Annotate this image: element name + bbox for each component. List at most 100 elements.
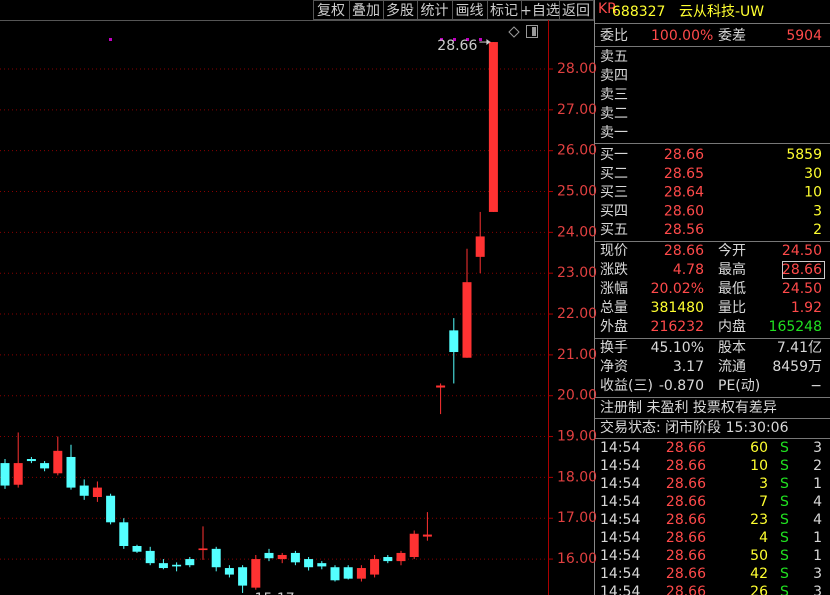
- trade-side: S: [780, 476, 789, 492]
- signal-dots: [109, 38, 482, 41]
- dot: [109, 38, 112, 41]
- candle-body: [66, 456, 76, 488]
- label: 换手: [600, 339, 628, 356]
- value: 24.50: [782, 243, 822, 259]
- toolbar-label: 画线: [456, 3, 484, 19]
- y-tick-label: 20.00: [557, 388, 597, 404]
- trade-side: S: [780, 548, 789, 564]
- label: 最高: [718, 261, 746, 278]
- candle-body: [132, 545, 142, 552]
- candle-body: [79, 485, 89, 496]
- label: 外盘: [600, 318, 628, 335]
- candle-body: [462, 282, 472, 358]
- trade-count: 3: [813, 440, 822, 456]
- value: 20.02%: [651, 281, 704, 297]
- dot: [479, 38, 482, 41]
- trade-price: 28.66: [666, 458, 706, 474]
- candle-body: [40, 463, 50, 469]
- trade-volume: 50: [750, 548, 768, 564]
- value: 8459万: [772, 359, 822, 375]
- trade-side: S: [780, 458, 789, 474]
- label: 量比: [718, 300, 746, 316]
- bid-volume: 5859: [786, 147, 822, 163]
- candle-body: [145, 550, 155, 564]
- label: 现价: [600, 243, 628, 259]
- y-tick-label: 26.00: [557, 143, 597, 159]
- label: 内盘: [718, 318, 746, 335]
- y-tick-label: 27.00: [557, 102, 597, 118]
- candle-body: [330, 567, 340, 581]
- window-icon[interactable]: [526, 25, 538, 38]
- label: 委比: [600, 28, 628, 44]
- dot: [466, 38, 469, 41]
- trade-side: S: [780, 440, 789, 456]
- bid-label: 买五: [600, 222, 628, 238]
- diamond-icon[interactable]: [508, 26, 520, 38]
- high-box: [782, 261, 825, 279]
- trade-count: 3: [813, 566, 822, 582]
- y-tick-label: 21.00: [557, 347, 597, 363]
- trade-time: 14:54: [600, 440, 640, 456]
- trade-count: 1: [813, 476, 822, 492]
- label: 净资: [600, 359, 628, 375]
- trade-count: 1: [813, 530, 822, 546]
- trade-time: 14:54: [600, 458, 640, 474]
- value: 3.17: [673, 359, 704, 375]
- candle-body: [370, 559, 380, 575]
- y-tick-label: 16.00: [557, 551, 597, 567]
- toolbar-label: 标记: [490, 3, 518, 19]
- y-tick-label: 25.00: [557, 184, 597, 200]
- bid-label: 买三: [600, 185, 628, 201]
- candle-body: [475, 236, 485, 257]
- candle-body: [356, 568, 366, 579]
- trade-count: 3: [813, 584, 822, 595]
- toolbar-label: +自选: [520, 3, 560, 19]
- y-tick-label: 19.00: [557, 429, 597, 445]
- value: 24.50: [782, 281, 822, 297]
- trade-time: 14:54: [600, 512, 640, 528]
- candle-body: [198, 548, 208, 551]
- label: 收益(三): [600, 378, 653, 394]
- trade-volume: 42: [750, 566, 768, 582]
- bid-price: 28.60: [664, 203, 704, 219]
- value: 100.00%: [651, 28, 713, 44]
- trade-time: 14:54: [600, 548, 640, 564]
- trade-volume: 10: [750, 458, 768, 474]
- toolbar-button[interactable]: [559, 0, 594, 20]
- value: 28.66: [664, 243, 704, 259]
- trade-side: S: [780, 512, 789, 528]
- candle-body: [251, 559, 261, 588]
- trade-price: 28.66: [666, 566, 706, 582]
- trade-status: 交易状态: 闭市阶段 15:30:06: [600, 419, 789, 436]
- trade-time: 14:54: [600, 566, 640, 582]
- value: −: [810, 378, 822, 394]
- value: 7.41亿: [777, 340, 822, 356]
- value: -0.870: [659, 378, 704, 394]
- trade-time: 14:54: [600, 530, 640, 546]
- trade-count: 4: [813, 494, 822, 510]
- candle-body: [396, 552, 406, 562]
- label: 涨幅: [600, 281, 628, 297]
- y-tick-label: 17.00: [557, 510, 597, 526]
- y-tick-label: 22.00: [557, 306, 597, 322]
- candle-body: [449, 330, 459, 353]
- trade-price: 28.66: [666, 476, 706, 492]
- code-tag: KR: [598, 1, 617, 17]
- value: 28.66: [782, 262, 822, 278]
- candle-body: [13, 463, 23, 485]
- candle-body: [264, 552, 274, 559]
- bid-volume: 30: [804, 166, 822, 182]
- toolbar-label: 多股: [386, 2, 414, 19]
- toolbar-label: 返回: [562, 3, 590, 19]
- candle-body: [106, 495, 116, 523]
- separators: [595, 23, 830, 439]
- bid-volume: 3: [813, 203, 822, 219]
- y-tick-label: 23.00: [557, 265, 597, 281]
- candle-body: [290, 552, 300, 563]
- label: 最低: [718, 281, 746, 297]
- dot: [440, 38, 443, 41]
- y-tick-label: 18.00: [557, 469, 597, 485]
- dot: [453, 38, 456, 41]
- candle-body: [185, 559, 195, 566]
